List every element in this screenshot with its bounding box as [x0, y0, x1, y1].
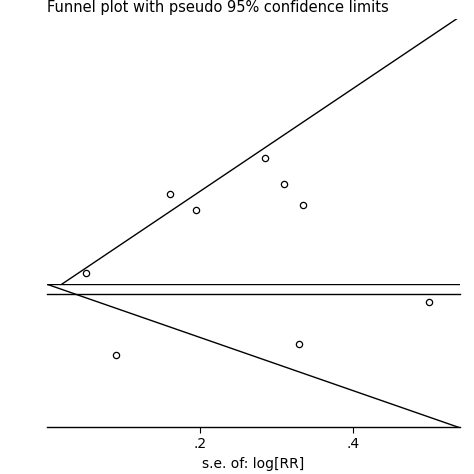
Text: Funnel plot with pseudo 95% confidence limits: Funnel plot with pseudo 95% confidence l… — [47, 0, 389, 15]
X-axis label: s.e. of: log[RR]: s.e. of: log[RR] — [202, 456, 305, 471]
